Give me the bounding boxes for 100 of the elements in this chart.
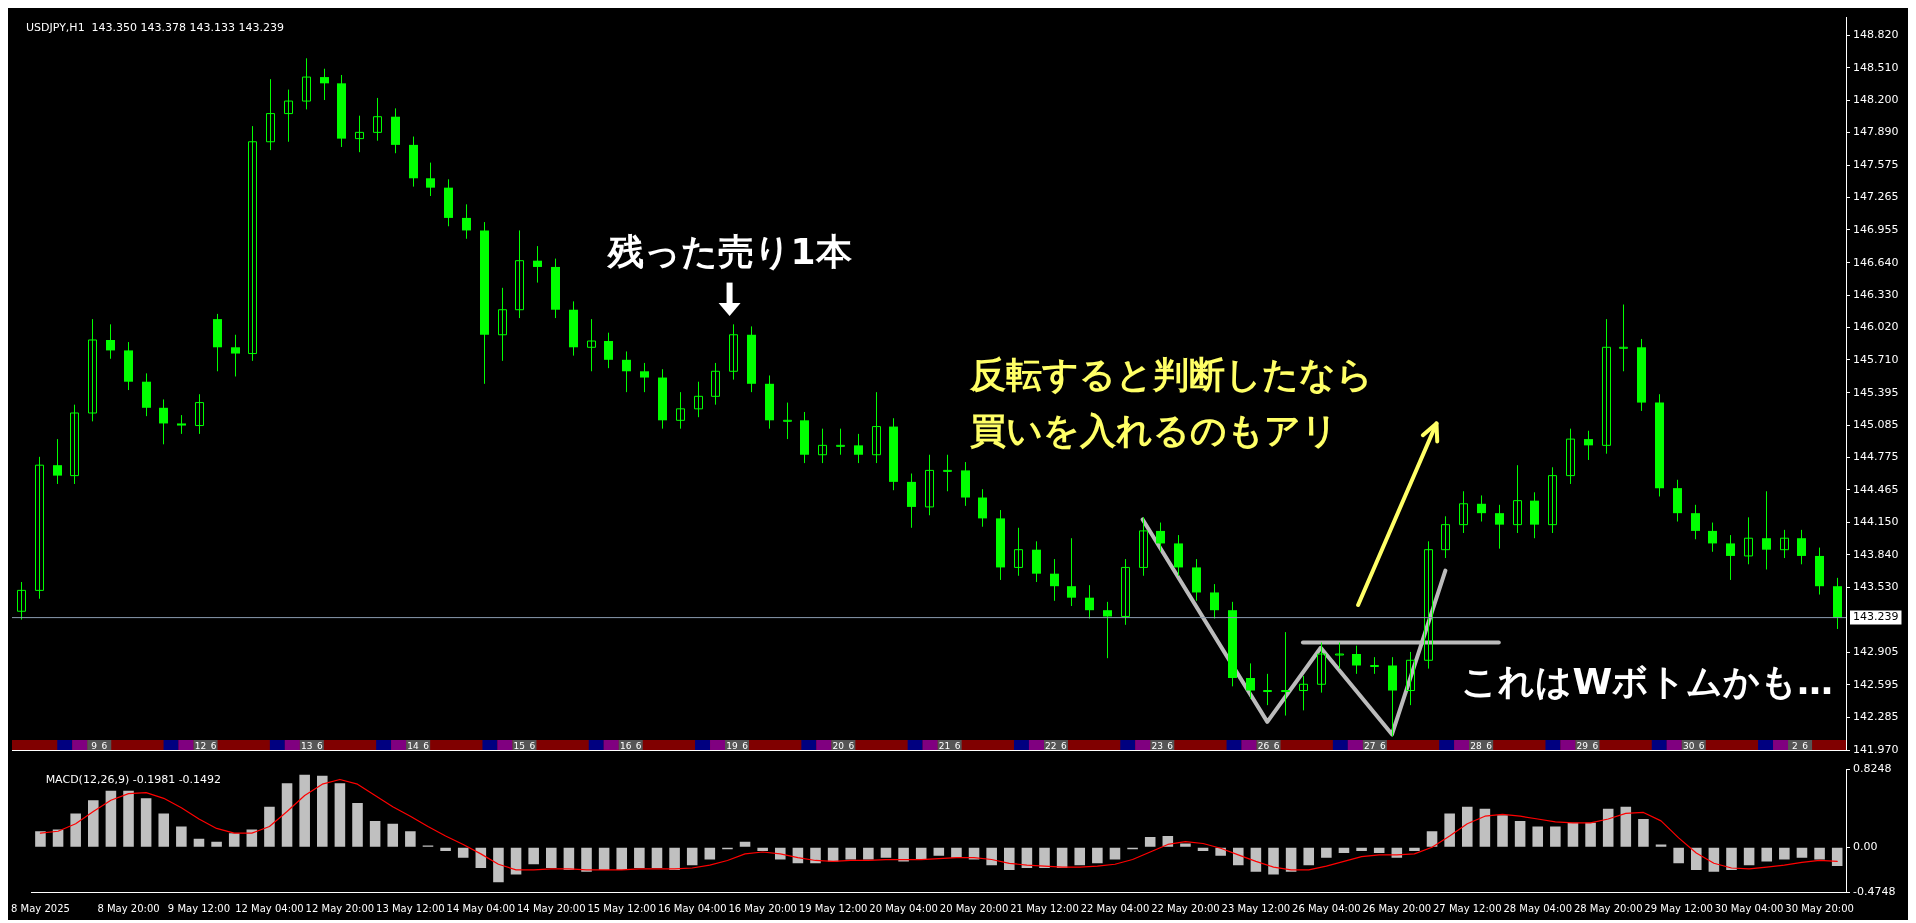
bar (1180, 843, 1191, 847)
bar (1444, 813, 1455, 847)
y-tick-label: 146.020 (1853, 320, 1899, 334)
candlestick (1548, 466, 1557, 534)
bar (123, 790, 134, 847)
bar (686, 847, 698, 866)
candlestick (1495, 504, 1504, 550)
y-tick-label: 143.530 (1853, 580, 1899, 594)
bar (598, 847, 610, 870)
bar (1321, 847, 1332, 858)
y-tick-label: 143.840 (1853, 547, 1899, 561)
bar (70, 813, 81, 847)
bar (546, 847, 557, 868)
candlestick (533, 245, 542, 284)
candlestick (1708, 522, 1717, 553)
bar (581, 847, 592, 872)
bar (1796, 847, 1808, 858)
candlestick (1726, 534, 1735, 581)
candlestick (640, 362, 649, 393)
x-tick-label: 20 May 04:00 (869, 902, 938, 914)
candlestick (1032, 540, 1041, 583)
y-tick-label: 144.150 (1853, 515, 1899, 529)
bar (369, 820, 381, 847)
candlestick (1406, 651, 1415, 706)
candlestick (177, 414, 186, 435)
candlestick (978, 488, 987, 528)
chart-title: MACD(12,26,9) -0.1981 -0.1492 (45, 772, 222, 786)
x-tick-label: 12 May 04:00 (235, 902, 304, 914)
candlestick (1744, 516, 1753, 565)
candlestick (462, 203, 471, 240)
candlestick (266, 78, 275, 151)
candlestick (1085, 584, 1094, 620)
bar (387, 823, 399, 847)
candlestick (53, 438, 62, 485)
y-tick-label: 148.510 (1853, 60, 1899, 74)
x-tick-label: 9 May 12:00 (167, 902, 231, 914)
bar (1074, 847, 1086, 866)
y-tick-label: 146.330 (1853, 287, 1899, 301)
candlestick (498, 287, 507, 362)
candlestick (729, 323, 738, 381)
bar (1109, 847, 1121, 860)
y-tick-label: 145.710 (1853, 352, 1899, 366)
x-tick-label: 26 May 20:00 (1362, 902, 1432, 914)
bar (1461, 806, 1473, 847)
candlestick (231, 334, 240, 377)
bar (1814, 847, 1825, 860)
bar (352, 803, 363, 847)
bar (1144, 836, 1156, 847)
y-tick-label: 148.820 (1853, 28, 1899, 42)
candlestick (676, 391, 685, 430)
bar (457, 847, 469, 858)
bar (845, 847, 857, 860)
y-tick-label: 144.775 (1853, 450, 1899, 464)
x-tick-label: 20 May 20:00 (939, 902, 1009, 914)
candlestick (1174, 534, 1183, 577)
bar (1726, 847, 1737, 870)
candlestick (925, 454, 934, 516)
x-tick-label: 16 May 20:00 (728, 902, 797, 914)
candlestick (320, 68, 329, 101)
candlestick (355, 115, 364, 153)
candlestick (302, 57, 311, 110)
y-tick-label: 142.595 (1853, 677, 1899, 691)
bar (334, 783, 346, 847)
candlestick (426, 162, 435, 197)
bar (951, 847, 962, 858)
bar (1003, 847, 1015, 870)
bar (246, 829, 258, 847)
candlestick (1780, 529, 1789, 559)
bar (405, 831, 416, 847)
candlestick (195, 393, 204, 435)
x-tick-label: 21 May 12:00 (1010, 902, 1079, 914)
candlestick (373, 97, 382, 142)
candlestick (1156, 522, 1165, 553)
x-tick-label: 12 May 20:00 (305, 902, 375, 914)
candlestick (818, 428, 827, 464)
candlestick (1797, 529, 1806, 565)
candlestick (836, 428, 845, 456)
ref-line-label: 143.239 (1853, 610, 1899, 624)
bar (757, 847, 768, 852)
y-tick-label: 148.200 (1853, 92, 1899, 106)
y-tick-label: 142.905 (1853, 645, 1899, 659)
x-tick-label: 23 May 12:00 (1221, 902, 1291, 914)
bar (1356, 847, 1367, 852)
candlestick (1424, 540, 1433, 670)
x-tick-label: 30 May 20:00 (1785, 902, 1854, 914)
bar (105, 790, 117, 847)
y-tick-label: 144.465 (1853, 482, 1899, 496)
candlestick (248, 125, 257, 362)
candlestick (711, 362, 720, 406)
x-tick-label: 28 May 20:00 (1573, 902, 1643, 914)
bar (52, 829, 64, 847)
candlestick (694, 381, 703, 418)
candlestick (943, 454, 952, 492)
candlestick (284, 89, 293, 143)
bar (493, 847, 504, 883)
bar (281, 783, 293, 847)
bar (1567, 822, 1579, 847)
candlestick (1317, 642, 1326, 694)
x-tick-label: 30 May 04:00 (1714, 902, 1784, 914)
candlestick (1477, 494, 1486, 523)
